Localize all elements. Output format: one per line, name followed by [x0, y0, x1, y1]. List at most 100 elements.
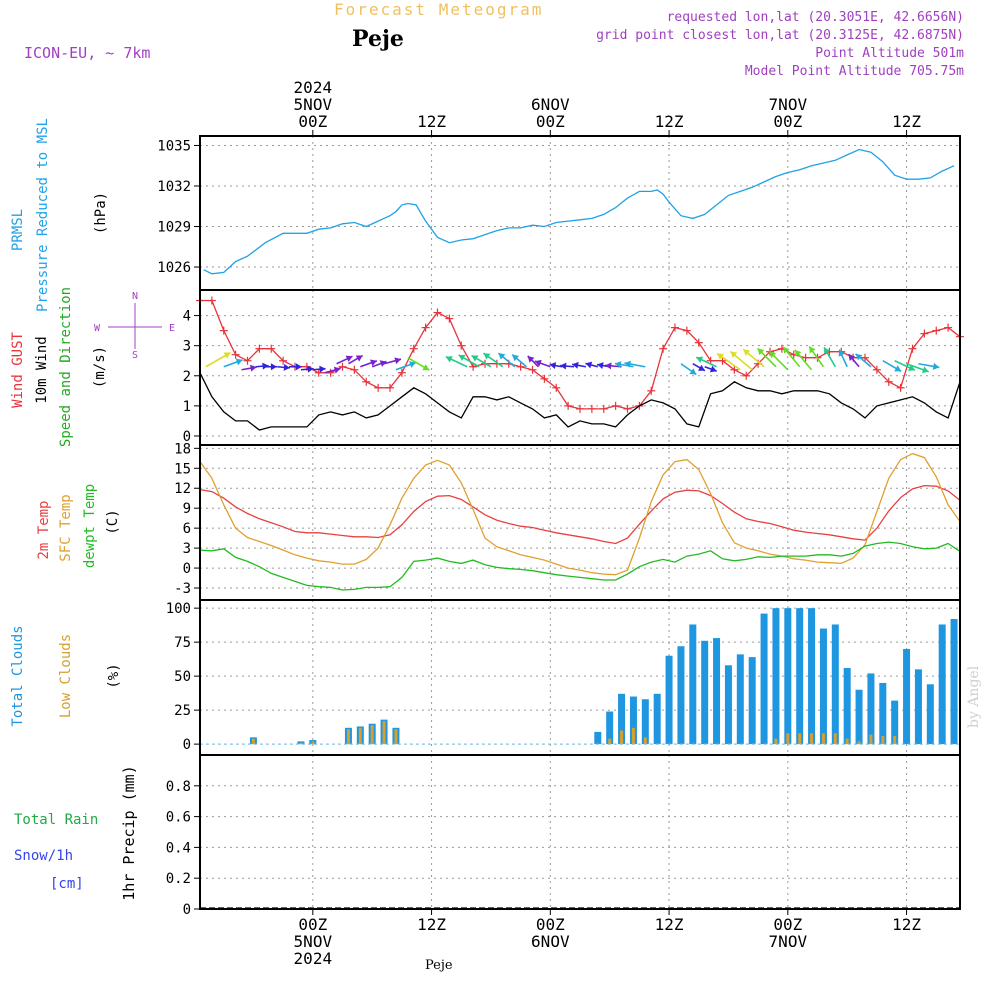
low-cloud-bar — [893, 735, 897, 745]
wind-arrow — [906, 362, 930, 374]
top-tick-label: 12Z — [655, 112, 684, 131]
wind-arrow — [265, 363, 277, 371]
label-snow: Snow/1h — [14, 848, 73, 864]
wind-arrow-head — [560, 362, 567, 370]
wind-arrow — [695, 356, 717, 368]
gust-marker — [314, 368, 323, 377]
label-snow-unit: [cm] — [50, 876, 84, 892]
label-total-clouds: Total Clouds — [10, 625, 26, 726]
gust-marker — [207, 296, 216, 305]
wind-arrow-head — [355, 355, 363, 362]
bottom-tick-label: 2024 — [294, 949, 333, 968]
total-cloud-bar — [689, 624, 697, 745]
wind-arrow-head — [757, 348, 765, 356]
wind-arrow — [336, 355, 353, 365]
label-ms: (m/s) — [92, 346, 108, 388]
wind-arrow-head — [572, 361, 579, 369]
gust-marker — [409, 344, 418, 353]
wind-arrow — [360, 359, 378, 368]
ytick-label-wind: 4 — [183, 309, 191, 325]
wind-arrow — [348, 354, 364, 365]
ytick-label-precip: 0 — [183, 902, 191, 918]
wind-arrow — [716, 352, 741, 371]
series-temperature-0 — [199, 484, 961, 545]
gust-marker — [861, 353, 869, 362]
low-cloud-bar — [774, 738, 778, 745]
wind-arrow — [511, 354, 528, 368]
gust-marker — [374, 383, 383, 392]
wind-arrow — [289, 363, 302, 371]
total-cloud-bar — [713, 638, 721, 745]
wind-arrow-head — [597, 362, 604, 370]
label-low-clouds: Low Clouds — [58, 634, 74, 718]
wind-arrow-head — [223, 352, 231, 359]
ytick-label-precip: 0.8 — [166, 779, 191, 795]
wind-arrow — [312, 365, 326, 373]
total-cloud-bar — [903, 648, 911, 745]
wind-arrow-head — [370, 359, 377, 367]
series-temperature-2 — [199, 541, 961, 591]
gust-marker — [682, 326, 691, 335]
wind-arrow-head — [585, 361, 593, 369]
top-tick-label: 2024 — [294, 78, 333, 97]
low-cloud-bar — [857, 741, 861, 745]
total-cloud-bar — [879, 682, 887, 745]
low-cloud-bar — [370, 725, 374, 745]
gust-marker — [279, 356, 288, 365]
wind-arrow — [241, 364, 257, 372]
gust-marker — [671, 323, 679, 332]
wind-arrow — [471, 354, 492, 368]
total-cloud-bar — [784, 608, 792, 745]
ytick-label-precip: 0.6 — [166, 810, 191, 826]
wind-arrow-head — [769, 351, 777, 359]
requested-coords: requested lon,lat (20.3051E, 42.6656N) — [666, 10, 964, 25]
wind-arrow-head — [250, 364, 257, 372]
top-tick-label: 5NOV — [294, 95, 333, 114]
total-cloud-bar — [772, 608, 780, 745]
label-degc: (C) — [105, 509, 121, 534]
compass-n: N — [132, 291, 138, 302]
wind-arrow — [918, 362, 940, 370]
wind-arrow-head — [894, 365, 902, 372]
series-temperature-1 — [199, 452, 961, 576]
bottom-tick-label: 12Z — [417, 915, 446, 934]
total-cloud-bar — [653, 693, 661, 745]
bottom-tick-label: 7NOV — [769, 932, 808, 951]
total-cloud-bar — [796, 608, 804, 745]
wind-arrow-head — [422, 364, 430, 371]
low-cloud-bar — [810, 733, 814, 745]
gust-marker — [872, 365, 881, 374]
bottom-tick-label: 5NOV — [294, 932, 333, 951]
wind-arrow — [445, 356, 468, 368]
gust-marker — [231, 350, 240, 359]
wind-arrow-head — [333, 366, 341, 374]
wind-arrow-head — [782, 346, 790, 354]
compass-e: E — [169, 323, 175, 334]
wind-arrow-head — [809, 346, 816, 354]
label-precip: 1hr Precip (mm) — [120, 765, 138, 900]
total-cloud-bar — [748, 657, 756, 745]
bottom-tick-label: 00Z — [773, 915, 802, 934]
wind-arrow-head — [624, 360, 631, 368]
wind-arrow-head — [743, 349, 751, 356]
gridpoint-coords: grid point closest lon,lat (20.3125E, 42… — [596, 28, 964, 43]
label-tsfc: SFC Temp — [58, 494, 74, 561]
wind-arrow-head — [379, 360, 387, 367]
top-tick-label: 12Z — [892, 112, 921, 131]
ytick-label-pressure: 1032 — [157, 179, 191, 195]
gust-marker — [920, 329, 929, 338]
wind-arrow-head — [307, 365, 314, 373]
label-gust: Wind GUST — [10, 332, 26, 408]
low-cloud-bar — [382, 721, 386, 745]
wind-arrow — [407, 357, 430, 371]
total-cloud-bar — [606, 711, 614, 745]
total-cloud-bar — [855, 689, 863, 745]
wind-arrow-head — [794, 349, 802, 357]
gust-marker — [742, 371, 751, 380]
wind-arrow-head — [235, 358, 243, 366]
wind-arrow-head — [549, 362, 557, 370]
ytick-label-precip: 0.4 — [166, 840, 191, 856]
ytick-label-wind: 0 — [183, 429, 191, 445]
gust-marker — [932, 326, 941, 335]
